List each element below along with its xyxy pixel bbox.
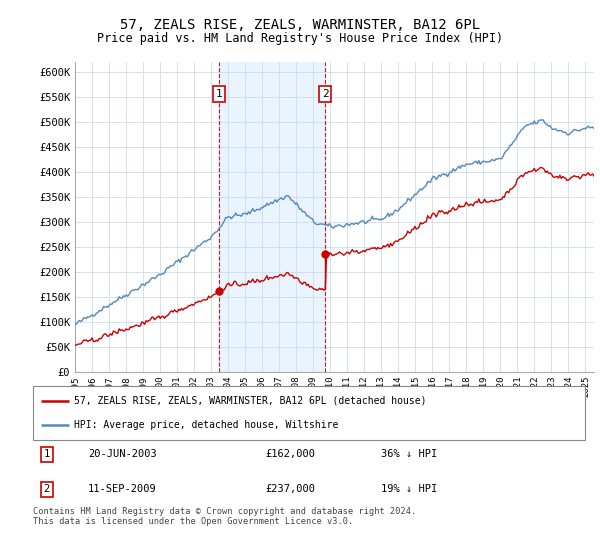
Text: 20-JUN-2003: 20-JUN-2003 bbox=[88, 450, 157, 459]
Text: Price paid vs. HM Land Registry's House Price Index (HPI): Price paid vs. HM Land Registry's House … bbox=[97, 32, 503, 45]
Bar bbox=[219, 62, 325, 372]
Text: £162,000: £162,000 bbox=[265, 450, 315, 459]
Text: 57, ZEALS RISE, ZEALS, WARMINSTER, BA12 6PL (detached house): 57, ZEALS RISE, ZEALS, WARMINSTER, BA12 … bbox=[74, 396, 427, 406]
Text: 1: 1 bbox=[216, 89, 223, 99]
Text: 11-SEP-2009: 11-SEP-2009 bbox=[88, 484, 157, 494]
Text: HPI: Average price, detached house, Wiltshire: HPI: Average price, detached house, Wilt… bbox=[74, 420, 339, 430]
Text: 36% ↓ HPI: 36% ↓ HPI bbox=[381, 450, 437, 459]
Text: Contains HM Land Registry data © Crown copyright and database right 2024.
This d: Contains HM Land Registry data © Crown c… bbox=[33, 507, 416, 526]
Text: 19% ↓ HPI: 19% ↓ HPI bbox=[381, 484, 437, 494]
Text: 1: 1 bbox=[44, 450, 50, 459]
Text: £237,000: £237,000 bbox=[265, 484, 315, 494]
Text: 2: 2 bbox=[44, 484, 50, 494]
Text: 2: 2 bbox=[322, 89, 329, 99]
Text: 57, ZEALS RISE, ZEALS, WARMINSTER, BA12 6PL: 57, ZEALS RISE, ZEALS, WARMINSTER, BA12 … bbox=[120, 18, 480, 32]
